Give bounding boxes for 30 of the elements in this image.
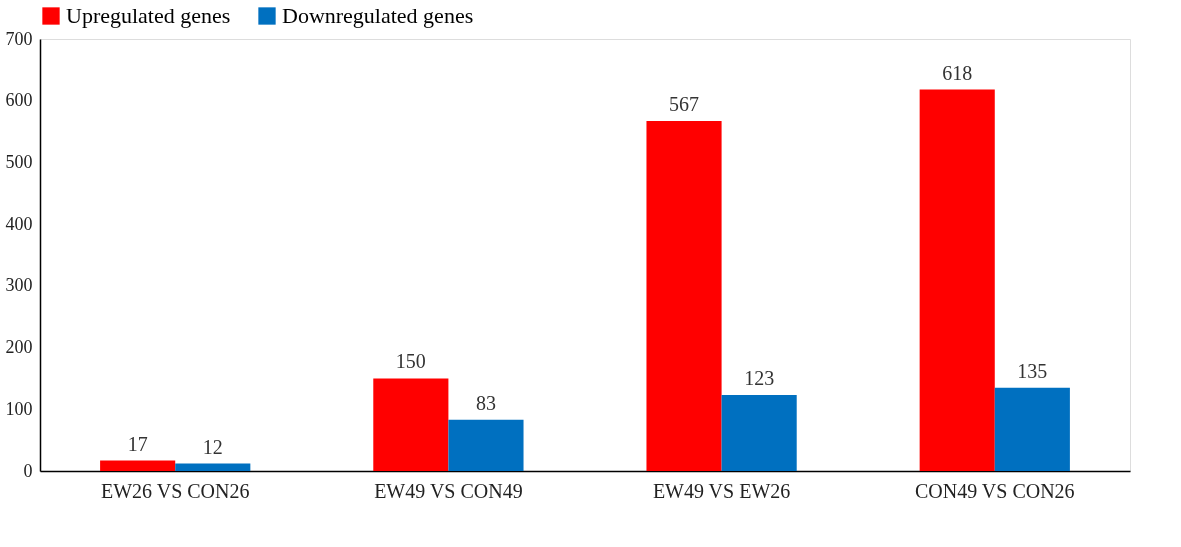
y-tick-label: 700 (5, 28, 33, 49)
x-tick-label: EW49 VS EW26 (652, 479, 791, 502)
data-label: 12 (202, 435, 223, 458)
bar (646, 121, 722, 471)
data-label: 618 (942, 61, 973, 84)
y-tick-label: 500 (5, 151, 33, 172)
x-tick-label: EW49 VS CON49 (374, 479, 523, 502)
data-label: 150 (395, 350, 426, 373)
data-label: 135 (1017, 359, 1048, 382)
y-tick-label: 300 (5, 275, 33, 296)
y-tick-label: 600 (5, 90, 33, 111)
x-tick-label: CON49 VS CON26 (914, 479, 1075, 502)
bar (100, 460, 176, 471)
y-tick-label: 200 (5, 337, 33, 358)
y-tick-label: 0 (23, 460, 33, 481)
y-tick-label: 100 (5, 398, 33, 419)
legend-label: Downregulated genes (282, 3, 474, 28)
x-tick-label: EW26 VS CON26 (100, 479, 250, 502)
bar (373, 378, 449, 471)
bar (994, 387, 1070, 471)
bar (919, 89, 995, 471)
data-label: 17 (127, 432, 148, 455)
data-label: 567 (669, 93, 700, 116)
bar (448, 419, 524, 471)
y-tick-label: 400 (5, 213, 33, 234)
data-label: 123 (744, 367, 775, 390)
legend-label: Upregulated genes (66, 3, 231, 28)
bar (175, 463, 251, 471)
data-label: 83 (475, 391, 496, 414)
bar (721, 395, 797, 471)
